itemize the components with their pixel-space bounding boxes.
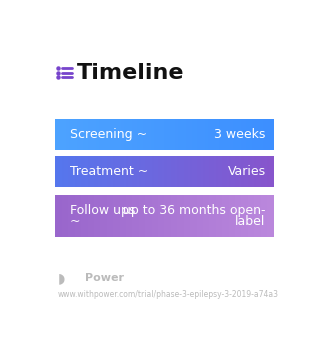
Text: label: label [235, 214, 266, 228]
Text: Power: Power [84, 273, 124, 283]
Text: Timeline: Timeline [77, 63, 185, 83]
Text: Screening ~: Screening ~ [70, 128, 147, 141]
Text: Follow ups: Follow ups [70, 204, 135, 218]
Text: www.withpower.com/trial/phase-3-epilepsy-3-2019-a74a3: www.withpower.com/trial/phase-3-epilepsy… [57, 290, 278, 299]
FancyBboxPatch shape [51, 115, 277, 154]
FancyBboxPatch shape [51, 153, 277, 191]
Text: 3 weeks: 3 weeks [214, 128, 266, 141]
Text: ~: ~ [70, 214, 80, 228]
Text: up to 36 months open-: up to 36 months open- [123, 204, 266, 218]
Text: Treatment ~: Treatment ~ [70, 166, 148, 178]
FancyBboxPatch shape [51, 191, 277, 241]
Text: Varies: Varies [228, 166, 266, 178]
Text: ◗: ◗ [57, 271, 65, 285]
